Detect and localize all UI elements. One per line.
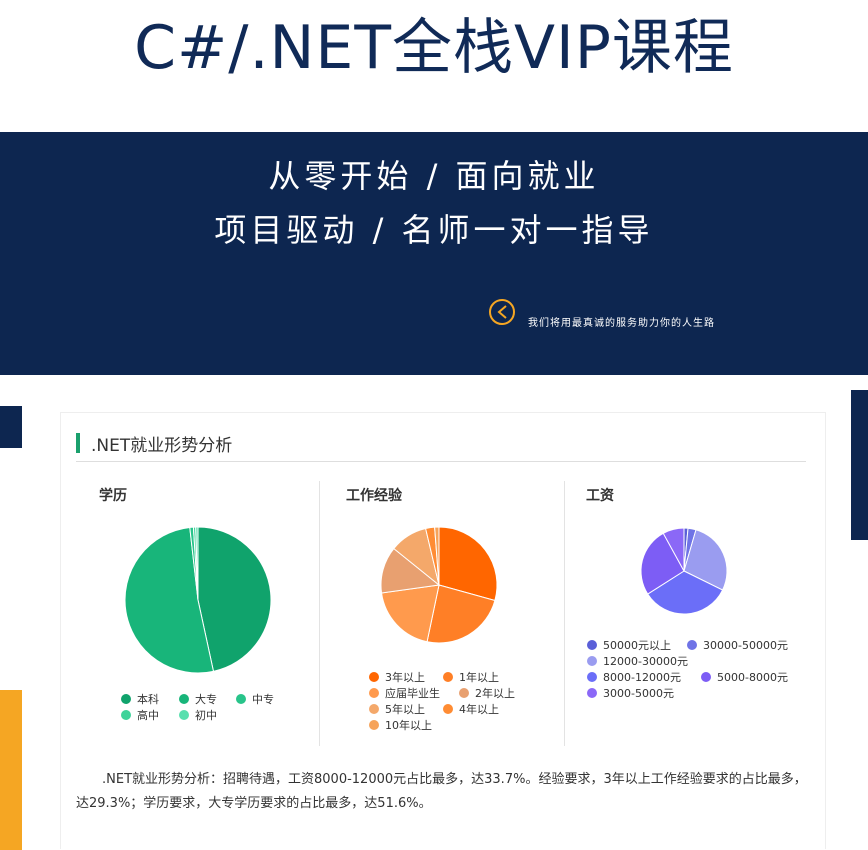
column-divider [319,481,320,746]
legend-label: 50000元以上 [603,639,671,652]
hero-banner: 从零开始 / 面向就业 项目驱动 / 名师一对一指导 我们将用最真诚的服务助力你… [0,132,868,375]
pie-slice-5 [640,532,685,595]
legend-item[interactable]: 本科 [121,691,159,707]
experience-pie-chart [380,526,498,644]
legend-label: 8000-12000元 [603,671,681,684]
legend-label: 5000-8000元 [717,671,788,684]
legend-item[interactable]: 应届毕业生 [369,685,440,701]
legend-swatch [369,720,379,730]
legend-swatch [179,694,189,704]
legend-item[interactable]: 4年以上 [443,701,499,717]
legend-label: 10年以上 [385,719,432,732]
page-title: C#/.NET全栈VIP课程 [134,13,734,83]
chart-title-experience: 工作经验 [346,488,402,504]
section-title: .NET就业形势分析 [91,436,233,456]
analysis-summary: .NET就业形势分析：招聘待遇，工资8000-12000元占比最多，达33.7%… [76,772,807,811]
legend-item[interactable]: 中专 [236,691,274,707]
legend-swatch [369,672,379,682]
legend-label: 高中 [137,709,159,722]
side-decoration-left [0,406,22,448]
legend-swatch [587,688,597,698]
legend-label: 本科 [137,693,159,706]
salary-pie-chart [640,527,728,615]
pie-slice-2 [426,584,496,644]
pie-slice-7 [434,526,440,586]
legend-label: 初中 [195,709,217,722]
legend-swatch [701,672,711,682]
legend-item[interactable]: 2年以上 [459,685,515,701]
legend-swatch [121,694,131,704]
pie-slice-2 [124,526,215,674]
legend-item[interactable]: 30000-50000元 [687,637,788,653]
legend-item[interactable]: 8000-12000元 [587,669,681,685]
pie-slice-3 [683,529,728,591]
legend-label: 2年以上 [475,687,515,700]
pie-slice-4 [647,570,724,615]
legend-label: 大专 [195,693,217,706]
legend-item[interactable]: 1年以上 [443,669,499,685]
pie-slice-1 [438,526,498,602]
legend-label: 1年以上 [459,671,499,684]
employment-analysis-card: .NET就业形势分析 学历 工作经验 工资 本科 大专 中专高中 初中 3年以上 1年以… [60,412,826,849]
legend-label: 30000-50000元 [703,639,788,652]
legend-item[interactable]: 3000-5000元 [587,685,674,701]
legend-label: 应届毕业生 [385,687,440,700]
legend-swatch [687,640,697,650]
legend-swatch [443,704,453,714]
banner-slogan: 我们将用最真诚的服务助力你的人生路 [528,318,715,329]
legend-swatch [587,640,597,650]
legend-swatch [121,710,131,720]
legend-swatch [587,672,597,682]
pie-slice-6 [662,527,685,572]
column-divider [564,481,565,746]
legend-swatch [179,710,189,720]
legend-item[interactable]: 5000-8000元 [701,669,788,685]
education-pie-chart [124,526,272,674]
legend-item[interactable]: 高中 [121,707,159,723]
legend-label: 5年以上 [385,703,425,716]
legend-swatch [369,704,379,714]
banner-line-2: 项目驱动 / 名师一对一指导 [214,211,654,249]
legend-label: 4年以上 [459,703,499,716]
legend-label: 3000-5000元 [603,687,674,700]
header: C#/.NET全栈VIP课程 [0,0,868,130]
chart-title-salary: 工资 [586,488,614,504]
legend-item[interactable]: 50000元以上 [587,637,671,653]
chart-title-education: 学历 [99,488,127,504]
legend-label: 中专 [252,693,274,706]
legend-swatch [587,656,597,666]
legend-item[interactable]: 大专 [179,691,217,707]
legend-swatch [443,672,453,682]
legend-item[interactable]: 10年以上 [369,717,432,733]
legend-item[interactable]: 3年以上 [369,669,425,685]
pie-slice-5 [195,526,199,601]
side-decoration-right [851,390,868,540]
pie-slice-1 [197,526,272,672]
legend-item[interactable]: 初中 [179,707,217,723]
legend-swatch [369,688,379,698]
legend-swatch [236,694,246,704]
section-divider [76,461,806,462]
legend-label: 12000-30000元 [603,655,688,668]
banner-line-1: 从零开始 / 面向就业 [268,157,600,195]
pie-slice-3 [380,584,440,643]
legend-item[interactable]: 5年以上 [369,701,425,717]
side-decoration-orange [0,690,22,850]
section-title-marker [76,433,80,453]
legend-item[interactable]: 12000-30000元 [587,653,688,669]
legend-label: 3年以上 [385,671,425,684]
legend-swatch [459,688,469,698]
back-arrow-icon[interactable] [489,299,515,325]
